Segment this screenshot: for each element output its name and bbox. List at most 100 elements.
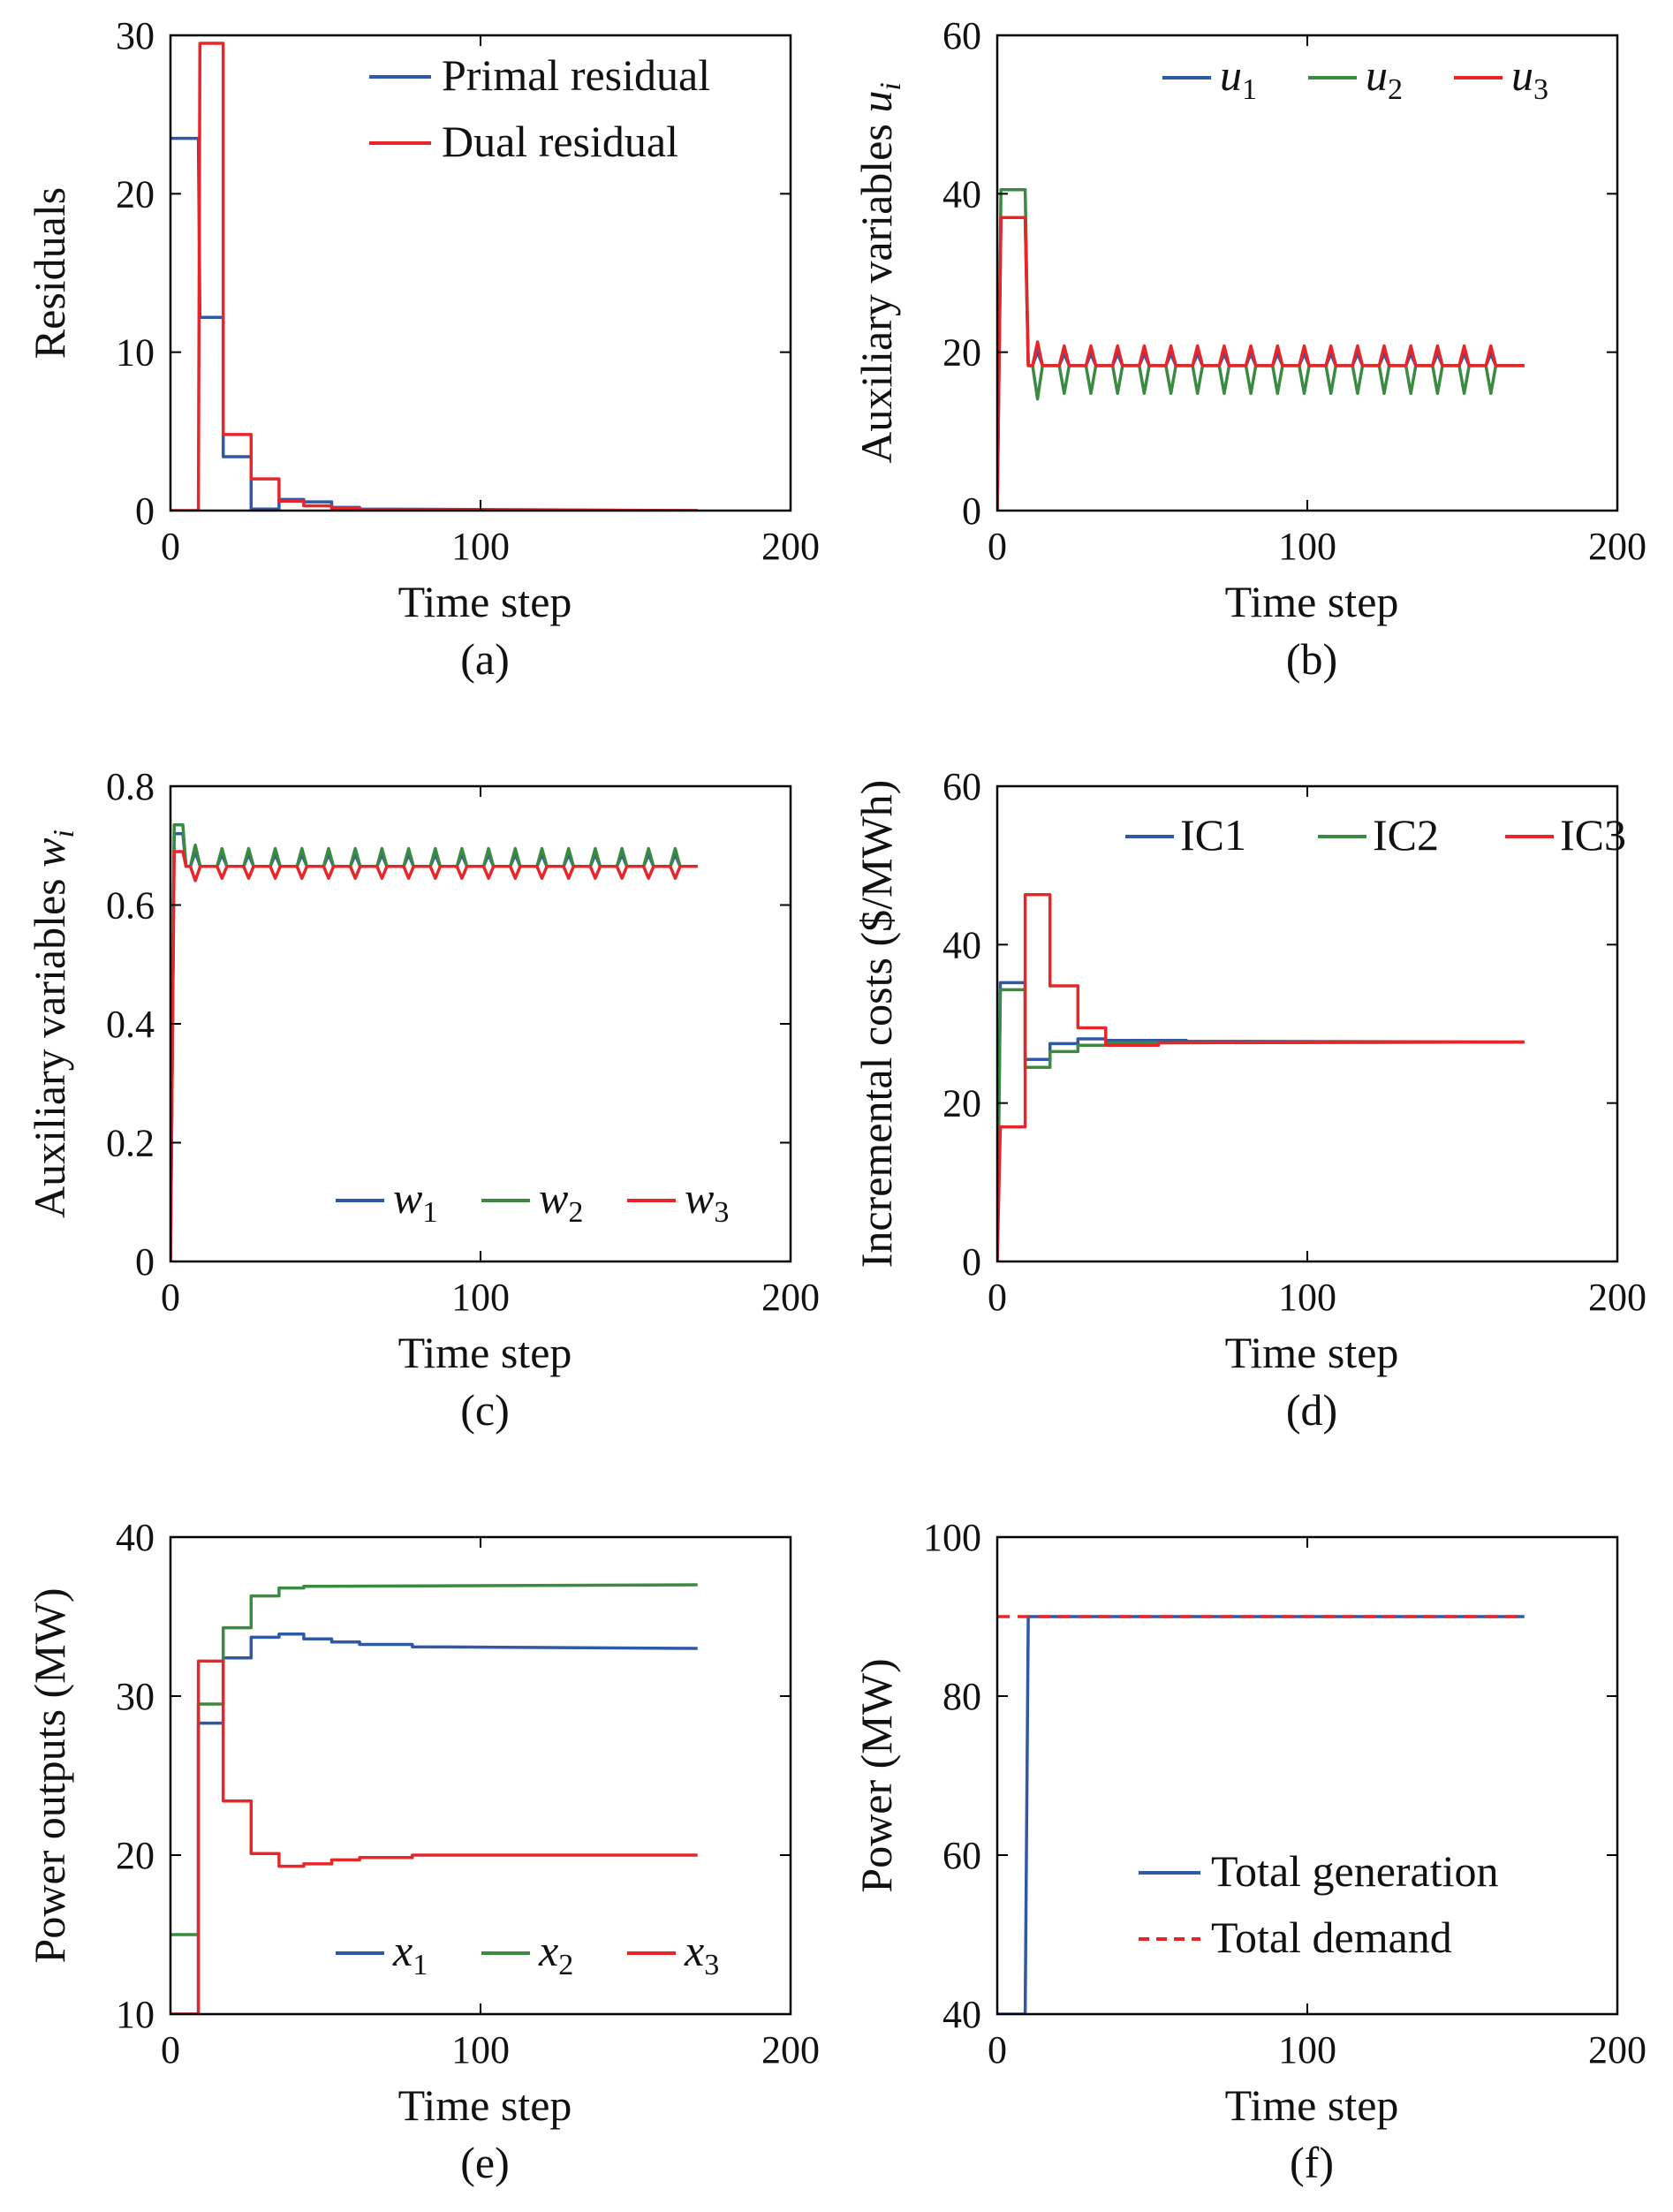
panel-caption: (a) xyxy=(460,634,510,684)
x-tick-label: 100 xyxy=(1278,2028,1336,2072)
axes-frame xyxy=(169,34,792,512)
plot-area xyxy=(997,1615,1525,2014)
y-tick-label: 0.4 xyxy=(106,1003,155,1046)
y-tick-label: 10 xyxy=(116,331,155,375)
y-tick-label: 100 xyxy=(923,1516,981,1559)
chart-e: 0 100 200 10 20 30 40 Time step (e) Power outputs… xyxy=(25,1516,820,2187)
plot-area xyxy=(997,188,1525,511)
legend-label: Dual residual xyxy=(442,117,678,166)
legend: u1 u2 u3 xyxy=(1162,50,1548,106)
legend-label: IC2 xyxy=(1373,810,1439,860)
y-tick-label: 0 xyxy=(135,489,155,533)
y-tick-label: 10 xyxy=(116,1993,155,2036)
series-line-2 xyxy=(170,1583,698,1936)
y-tick-label: 20 xyxy=(116,172,155,216)
y-axis-label: Residuals xyxy=(25,187,74,359)
series-line-2 xyxy=(997,988,1525,1261)
y-tick-label: 60 xyxy=(942,14,981,57)
y-axis-label: Incremental costs ($/MWh) xyxy=(852,780,901,1269)
y-tick-label: 80 xyxy=(942,1675,981,1718)
legend: x1 x2 x3 xyxy=(336,1926,719,1981)
series-line-1 xyxy=(997,981,1525,1261)
x-tick-label: 200 xyxy=(761,1276,820,1319)
y-tick-label: 60 xyxy=(942,1834,981,1877)
axes-frame xyxy=(995,34,1619,512)
x-tick-label: 0 xyxy=(161,1276,180,1319)
x-tick-label: 100 xyxy=(451,1276,510,1319)
chart-c: 0 100 200 0 0.2 0.4 0.6 0.8 Time step (c) Auxiliar… xyxy=(25,765,820,1435)
plot-area xyxy=(170,42,698,511)
legend-label: IC3 xyxy=(1560,810,1626,860)
y-tick-label: 20 xyxy=(942,331,981,375)
y-tick-label: 40 xyxy=(942,172,981,216)
panel-caption: (f) xyxy=(1290,2138,1334,2187)
legend: Total generation Total demand xyxy=(1139,1846,1499,1962)
series-line-3 xyxy=(170,1659,698,2014)
y-tick-label: 60 xyxy=(942,765,981,808)
legend-label: Primal residual xyxy=(442,50,710,100)
y-axis-label: Power outputs (MW) xyxy=(25,1588,74,1964)
x-tick-label: 100 xyxy=(451,2028,510,2072)
x-tick-label: 0 xyxy=(988,2028,1007,2072)
x-tick-label: 200 xyxy=(761,525,820,568)
panel-caption: (b) xyxy=(1286,634,1337,684)
y-tick-label: 40 xyxy=(942,1993,981,2036)
x-tick-label: 200 xyxy=(761,2028,820,2072)
x-tick-label: 0 xyxy=(161,2028,180,2072)
y-axis-label: Auxiliary variables ui xyxy=(852,82,907,464)
series-line-2 xyxy=(997,188,1525,511)
legend-label: w3 xyxy=(685,1173,729,1229)
chart-d: 0 100 200 0 20 40 60 Time step (d) Incremental co… xyxy=(852,765,1647,1435)
x-tick-label: 100 xyxy=(1278,1276,1336,1319)
y-tick-label: 20 xyxy=(942,1082,981,1125)
legend-label: w1 xyxy=(393,1173,437,1229)
axes-frame xyxy=(995,784,1619,1263)
x-tick-label: 100 xyxy=(451,525,510,568)
y-tick-label: 40 xyxy=(942,923,981,966)
legend-label: w2 xyxy=(539,1173,583,1229)
x-axis-label: Time step xyxy=(1225,1328,1399,1377)
y-axis-label: Auxiliary variables wi xyxy=(25,830,80,1218)
series-line-1 xyxy=(997,1615,1525,2014)
legend-label: Total demand xyxy=(1211,1913,1452,1962)
legend: w1 w2 w3 xyxy=(336,1173,729,1229)
y-tick-label: 40 xyxy=(116,1516,155,1559)
y-axis-label: Power (MW) xyxy=(852,1658,901,1892)
x-tick-label: 0 xyxy=(161,525,180,568)
series-line-1 xyxy=(170,136,698,511)
x-axis-label: Time step xyxy=(398,2080,572,2130)
chart-f: 0 100 200 40 60 80 100 Time step (f) Power (MW) To… xyxy=(852,1516,1647,2187)
x-tick-label: 0 xyxy=(988,1276,1007,1319)
chart-b: 0 100 200 0 20 40 60 Time step (b) Auxiliary vari… xyxy=(852,14,1647,684)
x-tick-label: 200 xyxy=(1588,2028,1647,2072)
legend: Primal residual Dual residual xyxy=(369,50,710,166)
x-tick-label: 200 xyxy=(1588,1276,1647,1319)
series-line-3 xyxy=(997,216,1525,511)
plot-area xyxy=(170,822,698,1261)
legend-label: x2 xyxy=(538,1926,573,1981)
x-tick-label: 100 xyxy=(1278,525,1336,568)
series-line-3 xyxy=(997,893,1525,1261)
x-tick-label: 200 xyxy=(1588,525,1647,568)
x-tick-label: 0 xyxy=(988,525,1007,568)
legend-label: Total generation xyxy=(1211,1846,1499,1896)
y-tick-label: 0.6 xyxy=(106,884,155,928)
plot-area xyxy=(170,1583,698,2014)
y-tick-label: 0 xyxy=(962,489,981,533)
y-tick-label: 20 xyxy=(116,1834,155,1877)
y-tick-label: 0.8 xyxy=(106,765,155,808)
series-line-1 xyxy=(997,216,1525,511)
legend-label: x1 xyxy=(392,1926,428,1981)
y-tick-label: 30 xyxy=(116,14,155,57)
plot-area xyxy=(997,893,1525,1261)
legend-label: u3 xyxy=(1511,50,1548,106)
y-tick-label: 30 xyxy=(116,1675,155,1718)
x-axis-label: Time step xyxy=(398,577,572,626)
panel-caption: (d) xyxy=(1286,1385,1337,1435)
panel-caption: (c) xyxy=(460,1385,510,1435)
legend-label: u2 xyxy=(1366,50,1403,106)
series-line-3 xyxy=(170,850,698,1261)
legend-label: IC1 xyxy=(1180,810,1246,860)
legend-label: x3 xyxy=(684,1926,719,1981)
series-line-1 xyxy=(170,1632,698,2014)
